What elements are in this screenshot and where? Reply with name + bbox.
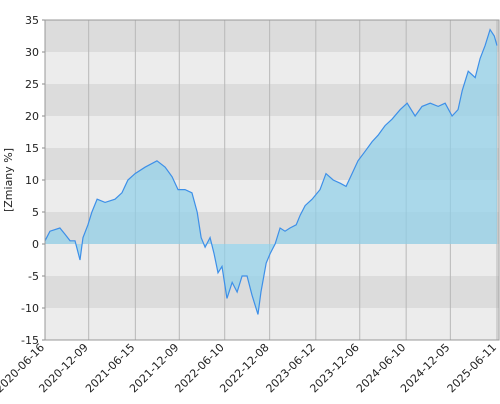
y-tick-label: 25: [25, 78, 39, 91]
grid-band: [45, 52, 499, 84]
y-tick-label: 0: [32, 238, 39, 251]
y-tick-label: -5: [28, 270, 39, 283]
line: [44, 28, 498, 315]
plot-frame: [44, 19, 500, 341]
y-tick-label: 35: [25, 14, 39, 27]
y-tick-label: 30: [25, 46, 39, 59]
y-tick-label: -15: [21, 334, 39, 347]
y-tick-label: 20: [25, 110, 39, 123]
grid-band: [45, 20, 499, 52]
y-tick-label: 10: [25, 174, 39, 187]
area: [45, 29, 498, 315]
grid-band: [45, 276, 499, 308]
y-tick-label: 5: [32, 206, 39, 219]
grid-band: [45, 308, 499, 340]
y-axis-label: [Zmiany %]: [2, 148, 15, 212]
y-tick-label: -10: [21, 302, 39, 315]
x-tick-label: 2025-06-11: [445, 341, 499, 395]
y-tick-label: 15: [25, 142, 39, 155]
